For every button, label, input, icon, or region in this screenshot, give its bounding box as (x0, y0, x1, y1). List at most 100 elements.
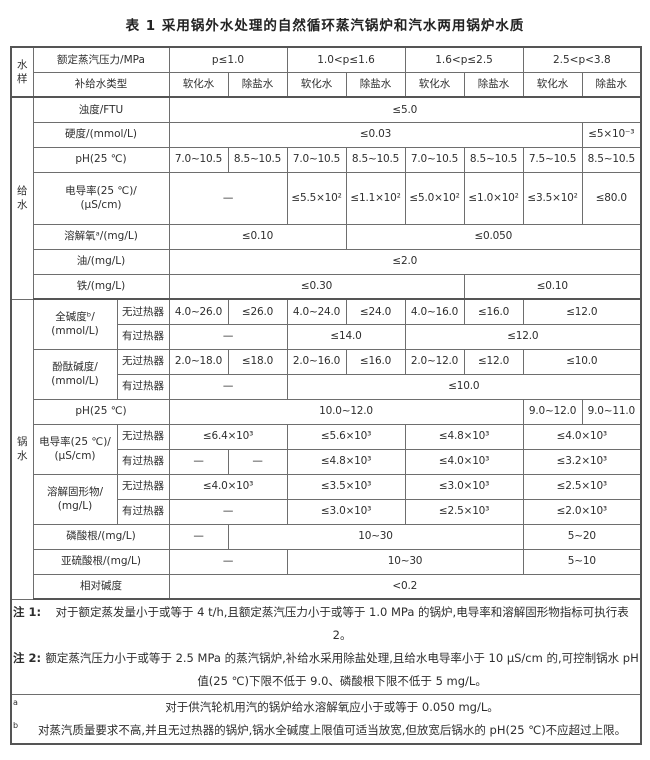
no-superheater-label: 无过热器 (116, 473, 170, 500)
value-cell: — (168, 498, 288, 525)
superheater-label: 有过热器 (116, 323, 170, 350)
value-cell: — (168, 171, 288, 225)
value-cell: ≤4.8×10³ (404, 423, 524, 450)
value-cell: ≤10.0 (522, 348, 642, 375)
value-cell: ≤1.0×10² (463, 171, 524, 225)
value-cell: ≤14.0 (286, 323, 406, 350)
value-cell: ≤2.0 (168, 248, 642, 275)
makeup-type: 除盐水 (345, 71, 406, 98)
value-cell: ≤4.0×10³ (522, 423, 642, 450)
notes-section: 注 1: 对于额定蒸发量小于或等于 4 t/h,且额定蒸汽压力小于或等于 1.0… (10, 598, 642, 695)
row-label: 硬度/(mmol/L) (32, 121, 170, 148)
footnote-b: b 对蒸汽质量要求不高,并且无过热器的锅炉,锅水全碱度上限值可适当放宽,但放宽后… (13, 719, 639, 742)
row-label: 溶解氧ᵃ/(mg/L) (32, 223, 170, 250)
value-cell: ≤0.10 (463, 273, 642, 300)
pressure-label: 额定蒸汽压力/MPa (32, 46, 170, 73)
value-cell: ≤2.5×10³ (522, 473, 642, 500)
value-cell: ≤12.0 (463, 348, 524, 375)
row-relative-alkalinity: 相对碱度 <0.2 (11, 573, 642, 600)
no-superheater-label: 无过热器 (116, 423, 170, 450)
row-dissolved-solids-nosh: 溶解固形物/ (mg/L) 无过热器 ≤4.0×10³ ≤3.5×10³ ≤3.… (11, 473, 642, 525)
value-cell: — (227, 448, 288, 475)
value-cell: 2.0~16.0 (286, 348, 347, 375)
makeup-type: 软化水 (404, 71, 465, 98)
value-cell: ≤16.0 (463, 298, 524, 325)
header-row-makeup: 补给水类型 软化水 除盐水 软化水 除盐水 软化水 除盐水 软化水 除盐水 (11, 71, 642, 98)
makeup-type: 除盐水 (227, 71, 288, 98)
row-turbidity: 给水 浊度/FTU ≤5.0 (10, 96, 642, 300)
value-cell: ≤2.0×10³ (522, 498, 642, 525)
value-cell: 10.0~12.0 (168, 398, 524, 425)
value-cell: ≤5.5×10² (286, 171, 347, 225)
value-cell: ≤0.050 (345, 223, 642, 250)
makeup-type: 软化水 (168, 71, 229, 98)
value-cell: ≤4.0×10³ (404, 448, 524, 475)
note-2-text: 额定蒸汽压力小于或等于 2.5 MPa 的蒸汽锅炉,补给水采用除盐处理,且给水电… (45, 651, 639, 688)
pressure-range-1: p≤1.0 (168, 46, 288, 73)
row-label: 铁/(mg/L) (32, 273, 170, 300)
superheater-label: 有过热器 (116, 448, 170, 475)
row-label: 溶解固形物/ (mg/L) (32, 473, 118, 525)
value-cell: 4.0~26.0 (168, 298, 229, 325)
value-cell: <0.2 (168, 573, 642, 600)
section-boilerwater: 锅水 (10, 298, 34, 600)
value-cell: ≤0.10 (168, 223, 347, 250)
row-alkalinity-nosh: 锅水 全碱度ᵇ/ (mmol/L) 无过热器 4.0~26.0 ≤26.0 4.… (10, 298, 642, 600)
value-cell: 9.0~12.0 (522, 398, 583, 425)
footnote-b-marker: b (13, 721, 19, 730)
value-cell: — (168, 448, 229, 475)
makeup-type: 除盐水 (581, 71, 642, 98)
value-cell: ≤3.5×10² (522, 171, 583, 225)
makeup-type: 软化水 (522, 71, 583, 98)
value-cell: 2.0~18.0 (168, 348, 229, 375)
footnotes-section: a 对于供汽轮机用汽的锅炉给水溶解氧应小于或等于 0.050 mg/L。 b 对… (10, 694, 642, 745)
superheater-label: 有过热器 (116, 498, 170, 525)
row-conductivity-boiler-nosh: 电导率(25 ℃)/ (μS/cm) 无过热器 ≤6.4×10³ ≤5.6×10… (11, 423, 642, 475)
row-label: pH(25 ℃) (32, 398, 170, 425)
makeup-type: 软化水 (286, 71, 347, 98)
value-cell: ≤5.6×10³ (286, 423, 406, 450)
row-phenolphthalein-sh: 有过热器 — ≤10.0 (11, 373, 642, 400)
water-quality-table: 水样 额定蒸汽压力/MPa p≤1.0 1.0<p≤1.6 1.6<p≤2.5 … (10, 46, 643, 745)
header-row-pressure: 水样 额定蒸汽压力/MPa p≤1.0 1.0<p≤1.6 1.6<p≤2.5 … (10, 46, 642, 98)
row-phosphate: 磷酸根/(mg/L) — 10~30 5~20 (11, 523, 642, 550)
value-cell: 2.0~12.0 (404, 348, 465, 375)
row-oil: 油/(mg/L) ≤2.0 (11, 248, 642, 275)
notes-row: 注 1: 对于额定蒸发量小于或等于 4 t/h,且额定蒸汽压力小于或等于 1.0… (10, 598, 642, 695)
row-conductivity-boiler-sh: 有过热器 — — ≤4.8×10³ ≤4.0×10³ ≤3.2×10³ (11, 448, 642, 475)
footnote-a-text: 对于供汽轮机用汽的锅炉给水溶解氧应小于或等于 0.050 mg/L。 (165, 700, 499, 714)
value-cell: ≤3.0×10³ (286, 498, 406, 525)
footnotes-row: a 对于供汽轮机用汽的锅炉给水溶解氧应小于或等于 0.050 mg/L。 b 对… (10, 694, 642, 745)
value-cell: 7.0~10.5 (404, 146, 465, 173)
value-cell: 8.5~10.5 (227, 146, 288, 173)
value-cell: 8.5~10.5 (345, 146, 406, 173)
value-cell: — (168, 548, 288, 575)
value-cell: 4.0~24.0 (286, 298, 347, 325)
row-label: 亚硫酸根/(mg/L) (32, 548, 170, 575)
row-label: 全碱度ᵇ/ (mmol/L) (32, 298, 118, 350)
value-cell: ≤24.0 (345, 298, 406, 325)
sample-column-header: 水样 (10, 46, 34, 98)
footnote-a: a 对于供汽轮机用汽的锅炉给水溶解氧应小于或等于 0.050 mg/L。 (13, 696, 639, 719)
makeup-label: 补给水类型 (32, 71, 170, 98)
value-cell: ≤3.2×10³ (522, 448, 642, 475)
row-oxygen: 溶解氧ᵃ/(mg/L) ≤0.10 ≤0.050 (11, 223, 642, 250)
value-cell: ≤12.0 (404, 323, 642, 350)
footnote-a-marker: a (13, 698, 18, 707)
row-label: 磷酸根/(mg/L) (32, 523, 170, 550)
row-label: 电导率(25 ℃)/ (μS/cm) (32, 171, 170, 225)
superheater-label: 有过热器 (116, 373, 170, 400)
note-2: 注 2: 额定蒸汽压力小于或等于 2.5 MPa 的蒸汽锅炉,补给水采用除盐处理… (13, 647, 639, 693)
row-label: 油/(mg/L) (32, 248, 170, 275)
row-hardness: 硬度/(mmol/L) ≤0.03 ≤5×10⁻³ (11, 121, 642, 148)
value-cell: 7.0~10.5 (168, 146, 229, 173)
value-cell: ≤5.0 (168, 96, 642, 123)
value-cell: 9.0~11.0 (581, 398, 642, 425)
value-cell: ≤3.5×10³ (286, 473, 406, 500)
value-cell: ≤1.1×10² (345, 171, 406, 225)
row-label: 酚酞碱度/ (mmol/L) (32, 348, 118, 400)
value-cell: 8.5~10.5 (463, 146, 524, 173)
value-cell: 7.5~10.5 (522, 146, 583, 173)
value-cell: 10~30 (286, 548, 524, 575)
